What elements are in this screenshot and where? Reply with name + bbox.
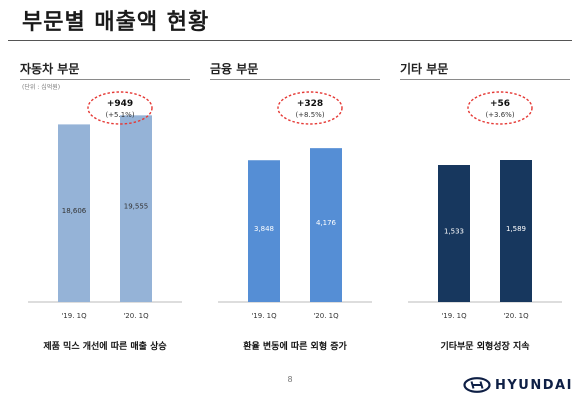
tick-label: '20. 1Q (503, 312, 529, 320)
title-divider (8, 40, 572, 41)
panel-divider (20, 79, 190, 80)
panel-finance: 금융 부문 3,848 '19. 1Q 4,176 '20. 1Q +328 (+8.5%… (210, 52, 380, 364)
tick-label: '19. 1Q (251, 312, 277, 320)
page-title: 부문별 매출액 현황 (22, 10, 210, 35)
change-badge-outline (467, 91, 533, 125)
hyundai-emblem-icon (463, 377, 491, 393)
tick-label: '20. 1Q (123, 312, 149, 320)
change-value: +328 (297, 99, 323, 109)
change-value: +56 (490, 99, 510, 109)
data-label: 18,606 (62, 207, 87, 215)
panel-caption: 제품 믹스 개선에 따른 매출 상승 (43, 342, 167, 352)
bar (310, 148, 342, 302)
bar (438, 165, 470, 302)
tick-label: '19. 1Q (61, 312, 87, 320)
hyundai-logo: HYUNDAI (463, 377, 573, 393)
panel-label: 금융 부문 (210, 62, 259, 76)
data-label: 3,848 (254, 225, 274, 233)
bar-chart-finance: 3,848 '19. 1Q 4,176 '20. 1Q +328 (+8.5%) (218, 91, 372, 320)
panel-caption: 기타부문 외형성장 지속 (440, 342, 530, 352)
bar (58, 124, 90, 302)
bar (248, 160, 280, 302)
tick-label: '20. 1Q (313, 312, 339, 320)
panel-other: 기타 부문 1,533 '19. 1Q 1,589 '20. 1Q +56 (+3.6%)… (400, 52, 570, 364)
bar-chart-automotive: 18,606 '19. 1Q 19,555 '20. 1Q +949 (+5.1%) (28, 91, 182, 320)
change-value: +949 (107, 99, 133, 109)
change-percent: (+8.5%) (295, 111, 324, 119)
panel-automotive: 자동차 부문 (단위 : 십억원) 18,606 '19. 1Q 19,555 '20… (20, 52, 190, 364)
bar (120, 115, 152, 302)
data-label: 4,176 (316, 219, 337, 227)
change-percent: (+3.6%) (485, 111, 514, 119)
page-number: 8 (287, 375, 293, 384)
change-badge-outline (277, 91, 343, 125)
bar-chart-other: 1,533 '19. 1Q 1,589 '20. 1Q +56 (+3.6%) (408, 91, 562, 320)
panel-caption: 환율 변동에 따른 외형 증가 (243, 342, 347, 352)
bar (500, 160, 532, 302)
panel-label: 기타 부문 (400, 62, 449, 76)
panel-divider (400, 79, 570, 80)
data-label: 19,555 (124, 203, 149, 211)
panel-divider (210, 79, 380, 80)
panel-label: 자동차 부문 (20, 62, 80, 76)
change-percent: (+5.1%) (105, 111, 134, 119)
data-label: 1,589 (506, 225, 526, 233)
tick-label: '19. 1Q (441, 312, 467, 320)
unit-note: (단위 : 십억원) (22, 84, 61, 91)
data-label: 1,533 (444, 228, 464, 236)
brand-wordmark: HYUNDAI (495, 377, 573, 393)
change-badge-outline (87, 91, 153, 125)
